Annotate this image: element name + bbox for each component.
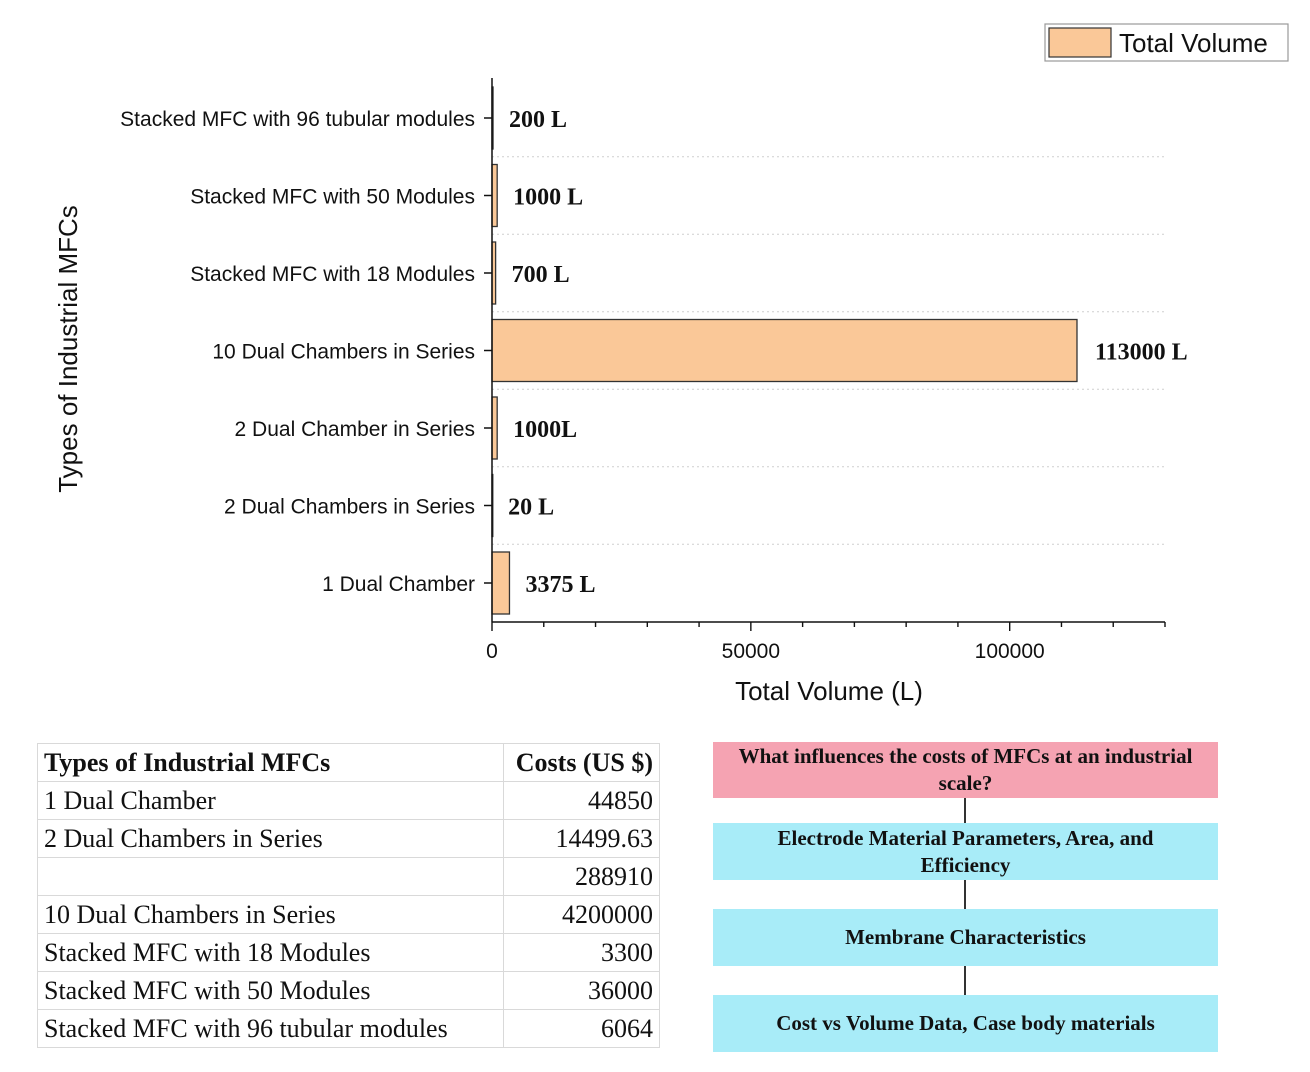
bars [491, 86, 1078, 615]
flow-question-text: What influences the costs of MFCs at an … [738, 744, 1193, 795]
flow-factor-box: Membrane Characteristics [713, 909, 1218, 966]
y-tick-label: 10 Dual Chambers in Series [212, 341, 475, 364]
table-row: 2 Dual Chambers in Series 14499.63 [37, 819, 660, 858]
data-label: 20 L [508, 495, 554, 521]
column-header-cost: Costs (US $) [503, 743, 660, 782]
cost-cell: 3300 [503, 933, 660, 972]
bar [491, 163, 498, 228]
table-header-row: Types of Industrial MFCs Costs (US $) [37, 743, 660, 782]
type-cell: 1 Dual Chamber [37, 781, 504, 820]
type-cell: 10 Dual Chambers in Series [37, 895, 504, 934]
type-cell [37, 857, 504, 896]
x-tick-label: 0 [486, 640, 498, 663]
cost-cell: 14499.63 [503, 819, 660, 858]
data-label: 200 L [509, 107, 567, 133]
flow-factor-box: Electrode Material Parameters, Area, and… [713, 823, 1218, 880]
table-row: 288910 [37, 857, 660, 896]
type-cell: Stacked MFC with 96 tubular modules [37, 1009, 504, 1048]
x-tick-label: 100000 [975, 640, 1045, 663]
flow-connector [964, 880, 966, 909]
bar [491, 396, 498, 460]
flow-question-box: What influences the costs of MFCs at an … [713, 742, 1218, 798]
y-tick-label: Stacked MFC with 50 Modules [190, 186, 475, 209]
table-row: 1 Dual Chamber 44850 [37, 781, 660, 820]
flow-factor-box: Cost vs Volume Data, Case body materials [713, 995, 1218, 1052]
legend-swatch [1048, 27, 1112, 58]
y-tick-label: 1 Dual Chamber [322, 573, 475, 596]
table-row: Stacked MFC with 18 Modules 3300 [37, 933, 660, 972]
data-label: 113000 L [1095, 340, 1188, 366]
y-axis-title: Types of Industrial MFCs [53, 205, 83, 493]
cost-cell: 44850 [503, 781, 660, 820]
y-axis: Stacked MFC with 96 tubular modules Stack… [120, 78, 493, 622]
x-axis: 0 50000 100000 [486, 621, 1166, 663]
y-tick-label: Stacked MFC with 18 Modules [190, 263, 475, 286]
flow-connector [964, 966, 966, 995]
grid-lines [492, 156, 1165, 545]
type-cell: Stacked MFC with 18 Modules [37, 933, 504, 972]
table-row: 10 Dual Chambers in Series 4200000 [37, 895, 660, 934]
bar [491, 318, 1078, 383]
data-label: 1000L [513, 417, 577, 443]
type-cell: Stacked MFC with 50 Modules [37, 971, 504, 1010]
cost-cell: 288910 [503, 857, 660, 896]
flow-factor-text: Electrode Material Parameters, Area, and… [777, 825, 1154, 877]
data-label: 700 L [512, 262, 570, 288]
legend: Total Volume [1044, 23, 1289, 62]
cost-cell: 4200000 [503, 895, 660, 934]
flow-factor-text: Membrane Characteristics [845, 925, 1086, 949]
y-tick-label: Stacked MFC with 96 tubular modules [120, 108, 475, 131]
data-labels: 200 L 1000 L 700 L 113000 L 1000L 20 L 3375 L [508, 107, 1188, 598]
table-row: Stacked MFC with 96 tubular modules 6064 [37, 1009, 660, 1048]
bar [491, 551, 511, 615]
x-axis-title: Total Volume (L) [735, 676, 923, 706]
y-tick-label: 2 Dual Chambers in Series [224, 496, 475, 519]
flow-factor-text: Cost vs Volume Data, Case body materials [776, 1011, 1155, 1035]
data-label: 3375 L [525, 572, 595, 598]
x-tick-label: 50000 [722, 640, 780, 663]
y-tick-label: 2 Dual Chamber in Series [235, 418, 475, 441]
data-label: 1000 L [513, 185, 583, 211]
legend-label: Total Volume [1119, 28, 1268, 58]
cost-cell: 6064 [503, 1009, 660, 1048]
type-cell: 2 Dual Chambers in Series [37, 819, 504, 858]
table-row: Stacked MFC with 50 Modules 36000 [37, 971, 660, 1010]
flow-connector [964, 798, 966, 823]
column-header-type: Types of Industrial MFCs [37, 743, 504, 782]
cost-cell: 36000 [503, 971, 660, 1010]
cost-table: Types of Industrial MFCs Costs (US $) 1 … [37, 743, 660, 1048]
